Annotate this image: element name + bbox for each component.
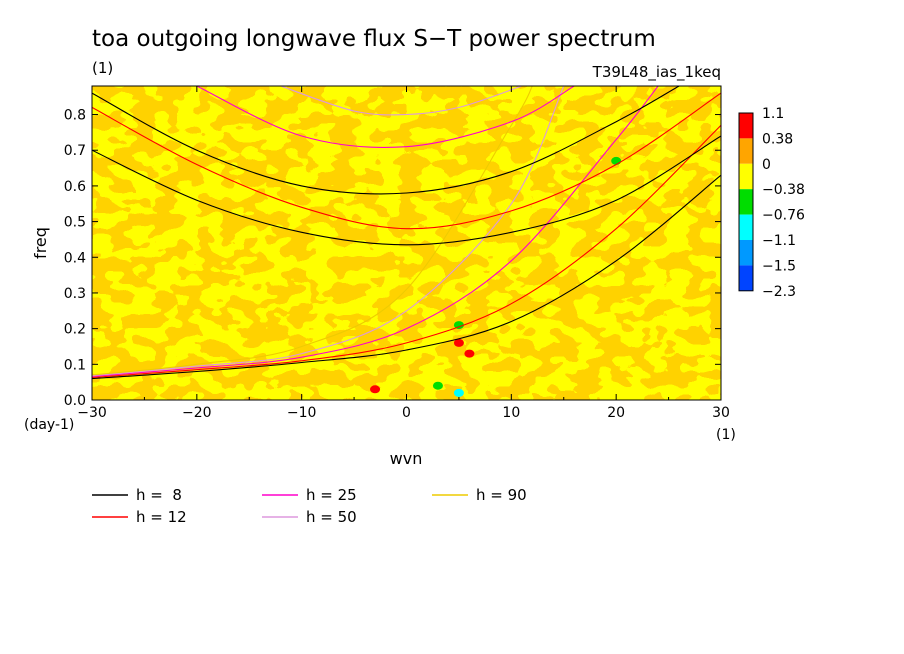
x-tick-label: −30 bbox=[77, 405, 107, 421]
colorbar-label: −2.3 bbox=[762, 284, 796, 300]
field-spot bbox=[611, 156, 622, 165]
field-spot bbox=[453, 388, 464, 397]
chart-title: toa outgoing longwave flux S−T power spe… bbox=[92, 26, 656, 52]
x-unit-label: (1) bbox=[716, 427, 736, 443]
y-tick-label: 0.7 bbox=[64, 143, 86, 159]
colorbar-label: 0 bbox=[762, 157, 771, 173]
colorbar-swatch bbox=[739, 214, 753, 240]
y-tick-label: 0.6 bbox=[64, 179, 86, 195]
curve-kelvin bbox=[92, 86, 565, 377]
y-axis-label: freq bbox=[31, 227, 50, 259]
experiment-label: T39L48_ias_1keq bbox=[592, 63, 721, 82]
x-tick-label: 30 bbox=[712, 405, 730, 421]
y-tick-label: 0.8 bbox=[64, 108, 86, 124]
legend-label: h = 90 bbox=[476, 486, 527, 504]
field-spot bbox=[453, 321, 464, 330]
dispersion-curves bbox=[92, 86, 721, 380]
curve-inertia-gravity bbox=[92, 92, 721, 230]
legend-label: h = 50 bbox=[306, 508, 357, 526]
y-tick-label: 0.1 bbox=[64, 357, 86, 373]
field-spot bbox=[432, 381, 443, 390]
plot-area: −30 −20 −10 0 10 20 30 0.0 0.1 0.2 0.3 0.4 0.5 0.6 0.7… bbox=[64, 85, 730, 421]
x-tick-label: −20 bbox=[182, 405, 212, 421]
curve-kelvin bbox=[92, 86, 659, 377]
curve-inertia-gravity bbox=[196, 86, 575, 148]
units-label: (1) bbox=[92, 59, 113, 77]
colorbar-label: −0.38 bbox=[762, 182, 805, 198]
legend-label: h = 25 bbox=[306, 486, 357, 504]
colorbar-swatch bbox=[739, 163, 753, 190]
colorbar-label: 1.1 bbox=[762, 106, 784, 122]
y-unit-label: (day-1) bbox=[24, 417, 74, 433]
axis-ticks: −30 −20 −10 0 10 20 30 0.0 0.1 0.2 0.3 0.4 0.5 0.6 0.7… bbox=[64, 86, 730, 421]
y-tick-label: 0.0 bbox=[64, 393, 86, 409]
legend-label: h = 8 bbox=[136, 486, 182, 504]
colorbar-label: −0.76 bbox=[762, 208, 805, 224]
power-field bbox=[92, 86, 721, 400]
colorbar-swatch bbox=[739, 240, 753, 266]
curve-kelvin bbox=[92, 174, 721, 380]
y-tick-label: 0.5 bbox=[64, 215, 86, 231]
field-spot bbox=[370, 385, 381, 394]
colorbar-swatch bbox=[739, 138, 753, 164]
legend-label: h = 12 bbox=[136, 508, 187, 526]
colorbar-label: −1.1 bbox=[762, 233, 796, 249]
curve-kelvin bbox=[92, 86, 533, 376]
colorbar-frame bbox=[738, 112, 754, 292]
colorbar-swatch bbox=[739, 189, 753, 215]
y-tick-label: 0.3 bbox=[64, 286, 86, 302]
legend: h = 8 h = 12 h = 25 h = 50 h = 90 bbox=[92, 486, 527, 526]
x-tick-label: 0 bbox=[402, 405, 411, 421]
x-tick-label: 10 bbox=[502, 405, 520, 421]
field-spots bbox=[370, 156, 622, 397]
curve-inertia-gravity-n2 bbox=[92, 86, 680, 195]
colorbar-label: −1.5 bbox=[762, 258, 796, 274]
curve-inertia-gravity bbox=[280, 86, 522, 116]
field-spot bbox=[464, 349, 475, 358]
y-tick-label: 0.2 bbox=[64, 322, 86, 338]
curve-inertia-gravity bbox=[92, 135, 721, 246]
field-spot bbox=[453, 338, 464, 347]
colorbar: 1.1 0.38 0 −0.38 −0.76 −1.1 −1.5 −2.3 bbox=[738, 106, 805, 300]
colorbar-swatch bbox=[739, 265, 753, 291]
colorbar-label: 0.38 bbox=[762, 131, 793, 147]
x-tick-label: 20 bbox=[607, 405, 625, 421]
x-axis-label: wvn bbox=[390, 449, 423, 468]
colorbar-swatch bbox=[739, 113, 753, 139]
y-tick-label: 0.4 bbox=[64, 250, 86, 266]
curve-kelvin bbox=[92, 124, 721, 379]
x-tick-label: −10 bbox=[287, 405, 317, 421]
